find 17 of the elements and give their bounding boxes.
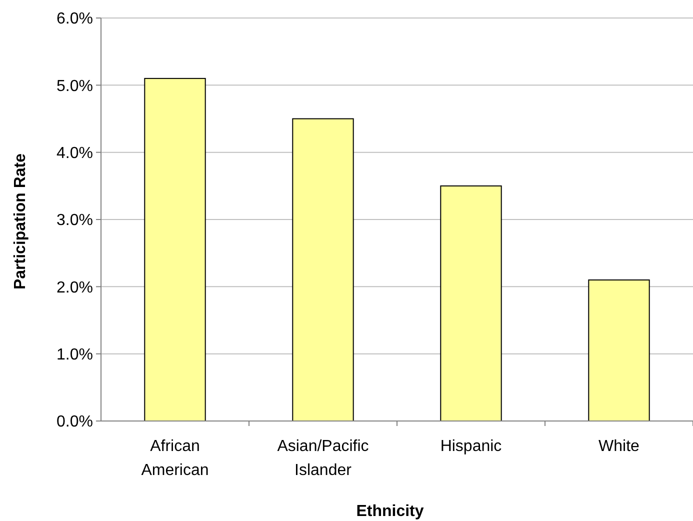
y-tick-label: 3.0% <box>56 212 93 230</box>
y-tick-label: 2.0% <box>56 279 93 296</box>
y-tick-label: 4.0% <box>56 144 93 162</box>
x-tick-label: Hispanic <box>440 438 502 455</box>
x-tick-label: Asian/Pacific Islander <box>277 438 369 479</box>
y-tick-label: 0.0% <box>56 414 93 431</box>
x-tick-label: White <box>598 438 640 455</box>
x-axis-title: Ethnicity <box>356 503 424 520</box>
y-tick-label: 6.0% <box>56 10 93 28</box>
y-axis-title: Participation Rate <box>12 153 29 290</box>
y-tick-label: 1.0% <box>56 346 93 364</box>
bar <box>588 279 650 422</box>
bar <box>440 185 502 422</box>
bar <box>144 78 206 422</box>
bar <box>292 118 354 422</box>
x-tick-label: African American <box>141 438 209 479</box>
y-tick-label: 5.0% <box>56 78 93 95</box>
